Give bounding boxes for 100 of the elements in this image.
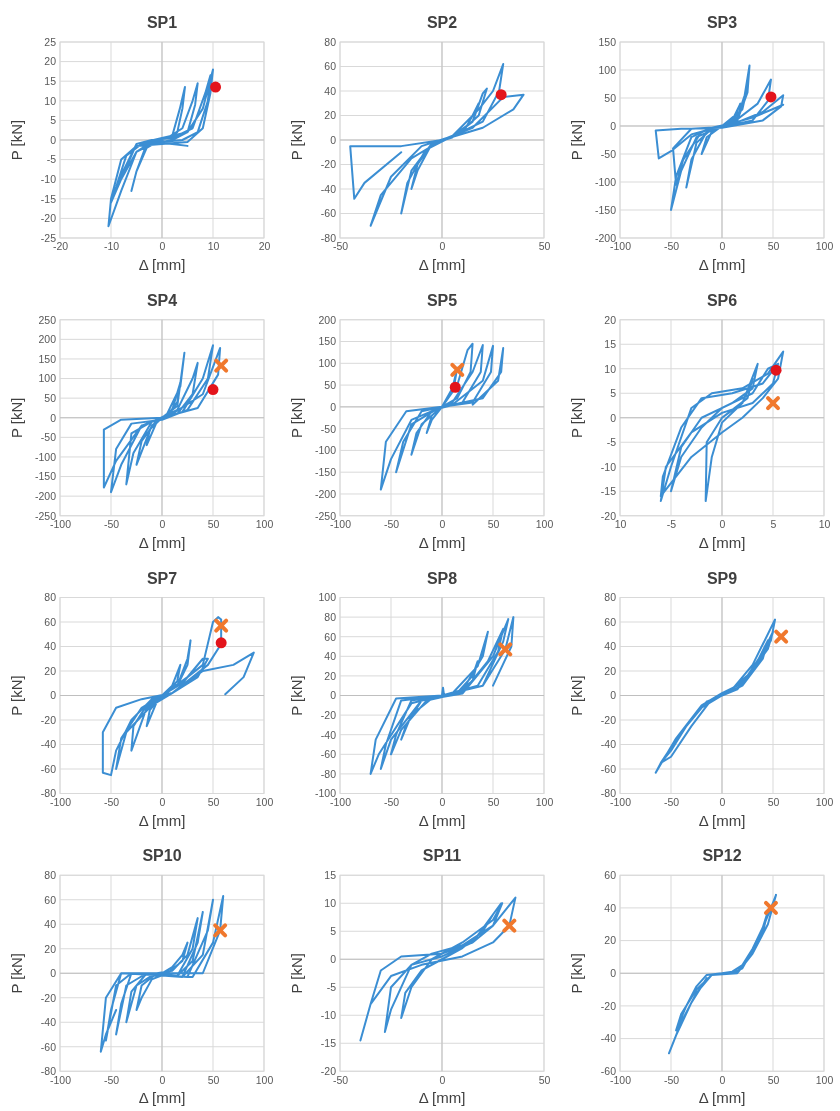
x-tick-label: 100 bbox=[535, 795, 554, 808]
y-tick-label: -80 bbox=[600, 787, 617, 800]
y-tick-label: -60 bbox=[40, 762, 57, 775]
y-tick-label: 50 bbox=[324, 378, 337, 391]
x-tick-label: 50 bbox=[767, 795, 780, 808]
y-axis-title: P [kN] bbox=[288, 119, 305, 161]
y-tick-label: -15 bbox=[40, 192, 57, 205]
x-tick-label: -50 bbox=[663, 795, 680, 808]
y-tick-label: -80 bbox=[320, 767, 337, 780]
x-tick-label: 100 bbox=[815, 795, 834, 808]
y-tick-label: 0 bbox=[330, 689, 337, 702]
y-tick-label: 20 bbox=[44, 55, 57, 68]
x-axis-title: Δ [mm] bbox=[138, 1089, 186, 1107]
y-tick-label: -60 bbox=[320, 207, 337, 220]
y-tick-label: -100 bbox=[594, 175, 617, 188]
y-tick-label: 40 bbox=[324, 650, 337, 663]
y-tick-label: 0 bbox=[330, 133, 337, 146]
line-series bbox=[654, 64, 785, 211]
y-tick-label: 0 bbox=[610, 689, 617, 702]
y-tick-label: -20 bbox=[600, 509, 617, 522]
y-tick-label: -200 bbox=[314, 487, 337, 500]
y-tick-label: -20 bbox=[600, 713, 617, 726]
x-tick-label: -50 bbox=[103, 518, 120, 531]
y-tick-label: 100 bbox=[598, 63, 617, 76]
y-tick-label: -250 bbox=[314, 509, 337, 522]
x-tick-label: 100 bbox=[255, 795, 274, 808]
y-tick-label: -60 bbox=[40, 1040, 57, 1053]
y-axis-title: P [kN] bbox=[568, 675, 585, 716]
y-tick-label: -40 bbox=[600, 738, 617, 751]
y-tick-label: -50 bbox=[320, 422, 337, 435]
chart-title: SP3 bbox=[706, 14, 738, 31]
x-tick-label: 100 bbox=[815, 240, 834, 253]
y-tick-label: 5 bbox=[330, 925, 337, 938]
x-tick-label: 50 bbox=[767, 240, 780, 253]
chart-title: SP9 bbox=[706, 569, 738, 587]
y-tick-label: 15 bbox=[604, 338, 617, 351]
y-axis-title: P [kN] bbox=[8, 952, 25, 994]
y-tick-label: 40 bbox=[604, 901, 617, 914]
y-tick-label: 150 bbox=[318, 335, 337, 348]
y-tick-label: 20 bbox=[324, 109, 337, 122]
x-axis-title: Δ [mm] bbox=[698, 533, 746, 551]
x-tick-label: 50 bbox=[538, 1073, 551, 1086]
y-tick-label: -150 bbox=[34, 470, 57, 483]
y-tick-label: -100 bbox=[314, 444, 337, 457]
y-tick-label: -15 bbox=[600, 485, 617, 498]
x-tick-label: 50 bbox=[487, 795, 500, 808]
y-tick-label: -25 bbox=[40, 231, 57, 244]
x-axis-title: Δ [mm] bbox=[698, 1089, 746, 1107]
x-tick-label: 0 bbox=[719, 240, 726, 253]
x-tick-label: 0 bbox=[439, 795, 446, 808]
y-tick-label: 20 bbox=[44, 942, 57, 955]
y-tick-label: 80 bbox=[44, 869, 57, 882]
x-axis-title: Δ [mm] bbox=[418, 256, 466, 273]
y-tick-label: -5 bbox=[606, 436, 617, 449]
line-series bbox=[379, 342, 505, 491]
y-tick-label: -20 bbox=[600, 999, 617, 1012]
x-tick-label: 100 bbox=[535, 518, 554, 531]
y-tick-label: -100 bbox=[34, 450, 57, 463]
y-tick-label: -20 bbox=[40, 212, 57, 225]
y-tick-label: 0 bbox=[330, 400, 337, 413]
y-axis-title: P [kN] bbox=[568, 397, 585, 439]
y-tick-label: 0 bbox=[50, 411, 57, 424]
y-tick-label: 0 bbox=[610, 119, 617, 132]
chart-title: SP7 bbox=[146, 569, 178, 587]
chart-title: SP8 bbox=[426, 569, 458, 587]
y-tick-label: 0 bbox=[50, 967, 57, 980]
y-tick-label: 40 bbox=[324, 84, 337, 97]
y-tick-label: -200 bbox=[594, 231, 617, 244]
y-tick-label: -20 bbox=[320, 1065, 337, 1078]
x-axis-title: Δ [mm] bbox=[138, 533, 186, 551]
y-tick-label: -10 bbox=[40, 173, 57, 186]
x-tick-label: 0 bbox=[439, 240, 446, 253]
y-tick-label: -40 bbox=[320, 728, 337, 741]
y-tick-label: -20 bbox=[320, 158, 337, 171]
x-tick-label: 100 bbox=[255, 518, 274, 531]
y-tick-label: -40 bbox=[600, 1032, 617, 1045]
line-series bbox=[99, 895, 225, 1053]
y-tick-label: -5 bbox=[326, 981, 337, 994]
x-tick-label: 0 bbox=[439, 518, 446, 531]
y-tick-label: 40 bbox=[604, 640, 617, 653]
y-tick-label: 40 bbox=[44, 918, 57, 931]
x-tick-label: -50 bbox=[383, 518, 400, 531]
y-tick-label: -20 bbox=[320, 708, 337, 721]
chart-title: SP11 bbox=[422, 847, 462, 865]
y-tick-label: -150 bbox=[594, 203, 617, 216]
y-axis-title: P [kN] bbox=[8, 397, 25, 439]
x-axis-title: Δ [mm] bbox=[418, 1089, 466, 1107]
y-tick-label: 100 bbox=[318, 591, 337, 604]
chart-title: SP10 bbox=[142, 847, 182, 865]
line-series bbox=[349, 63, 525, 227]
y-tick-label: 200 bbox=[38, 333, 57, 346]
x-tick-label: -50 bbox=[103, 795, 120, 808]
y-tick-label: -60 bbox=[320, 748, 337, 761]
x-tick-label: 10 bbox=[818, 518, 831, 531]
y-tick-label: -40 bbox=[40, 1016, 57, 1029]
y-tick-label: -10 bbox=[320, 1009, 337, 1022]
y-tick-label: -250 bbox=[34, 509, 57, 522]
y-tick-label: 100 bbox=[38, 372, 57, 385]
y-tick-label: 60 bbox=[604, 869, 617, 882]
y-tick-label: -80 bbox=[40, 787, 57, 800]
